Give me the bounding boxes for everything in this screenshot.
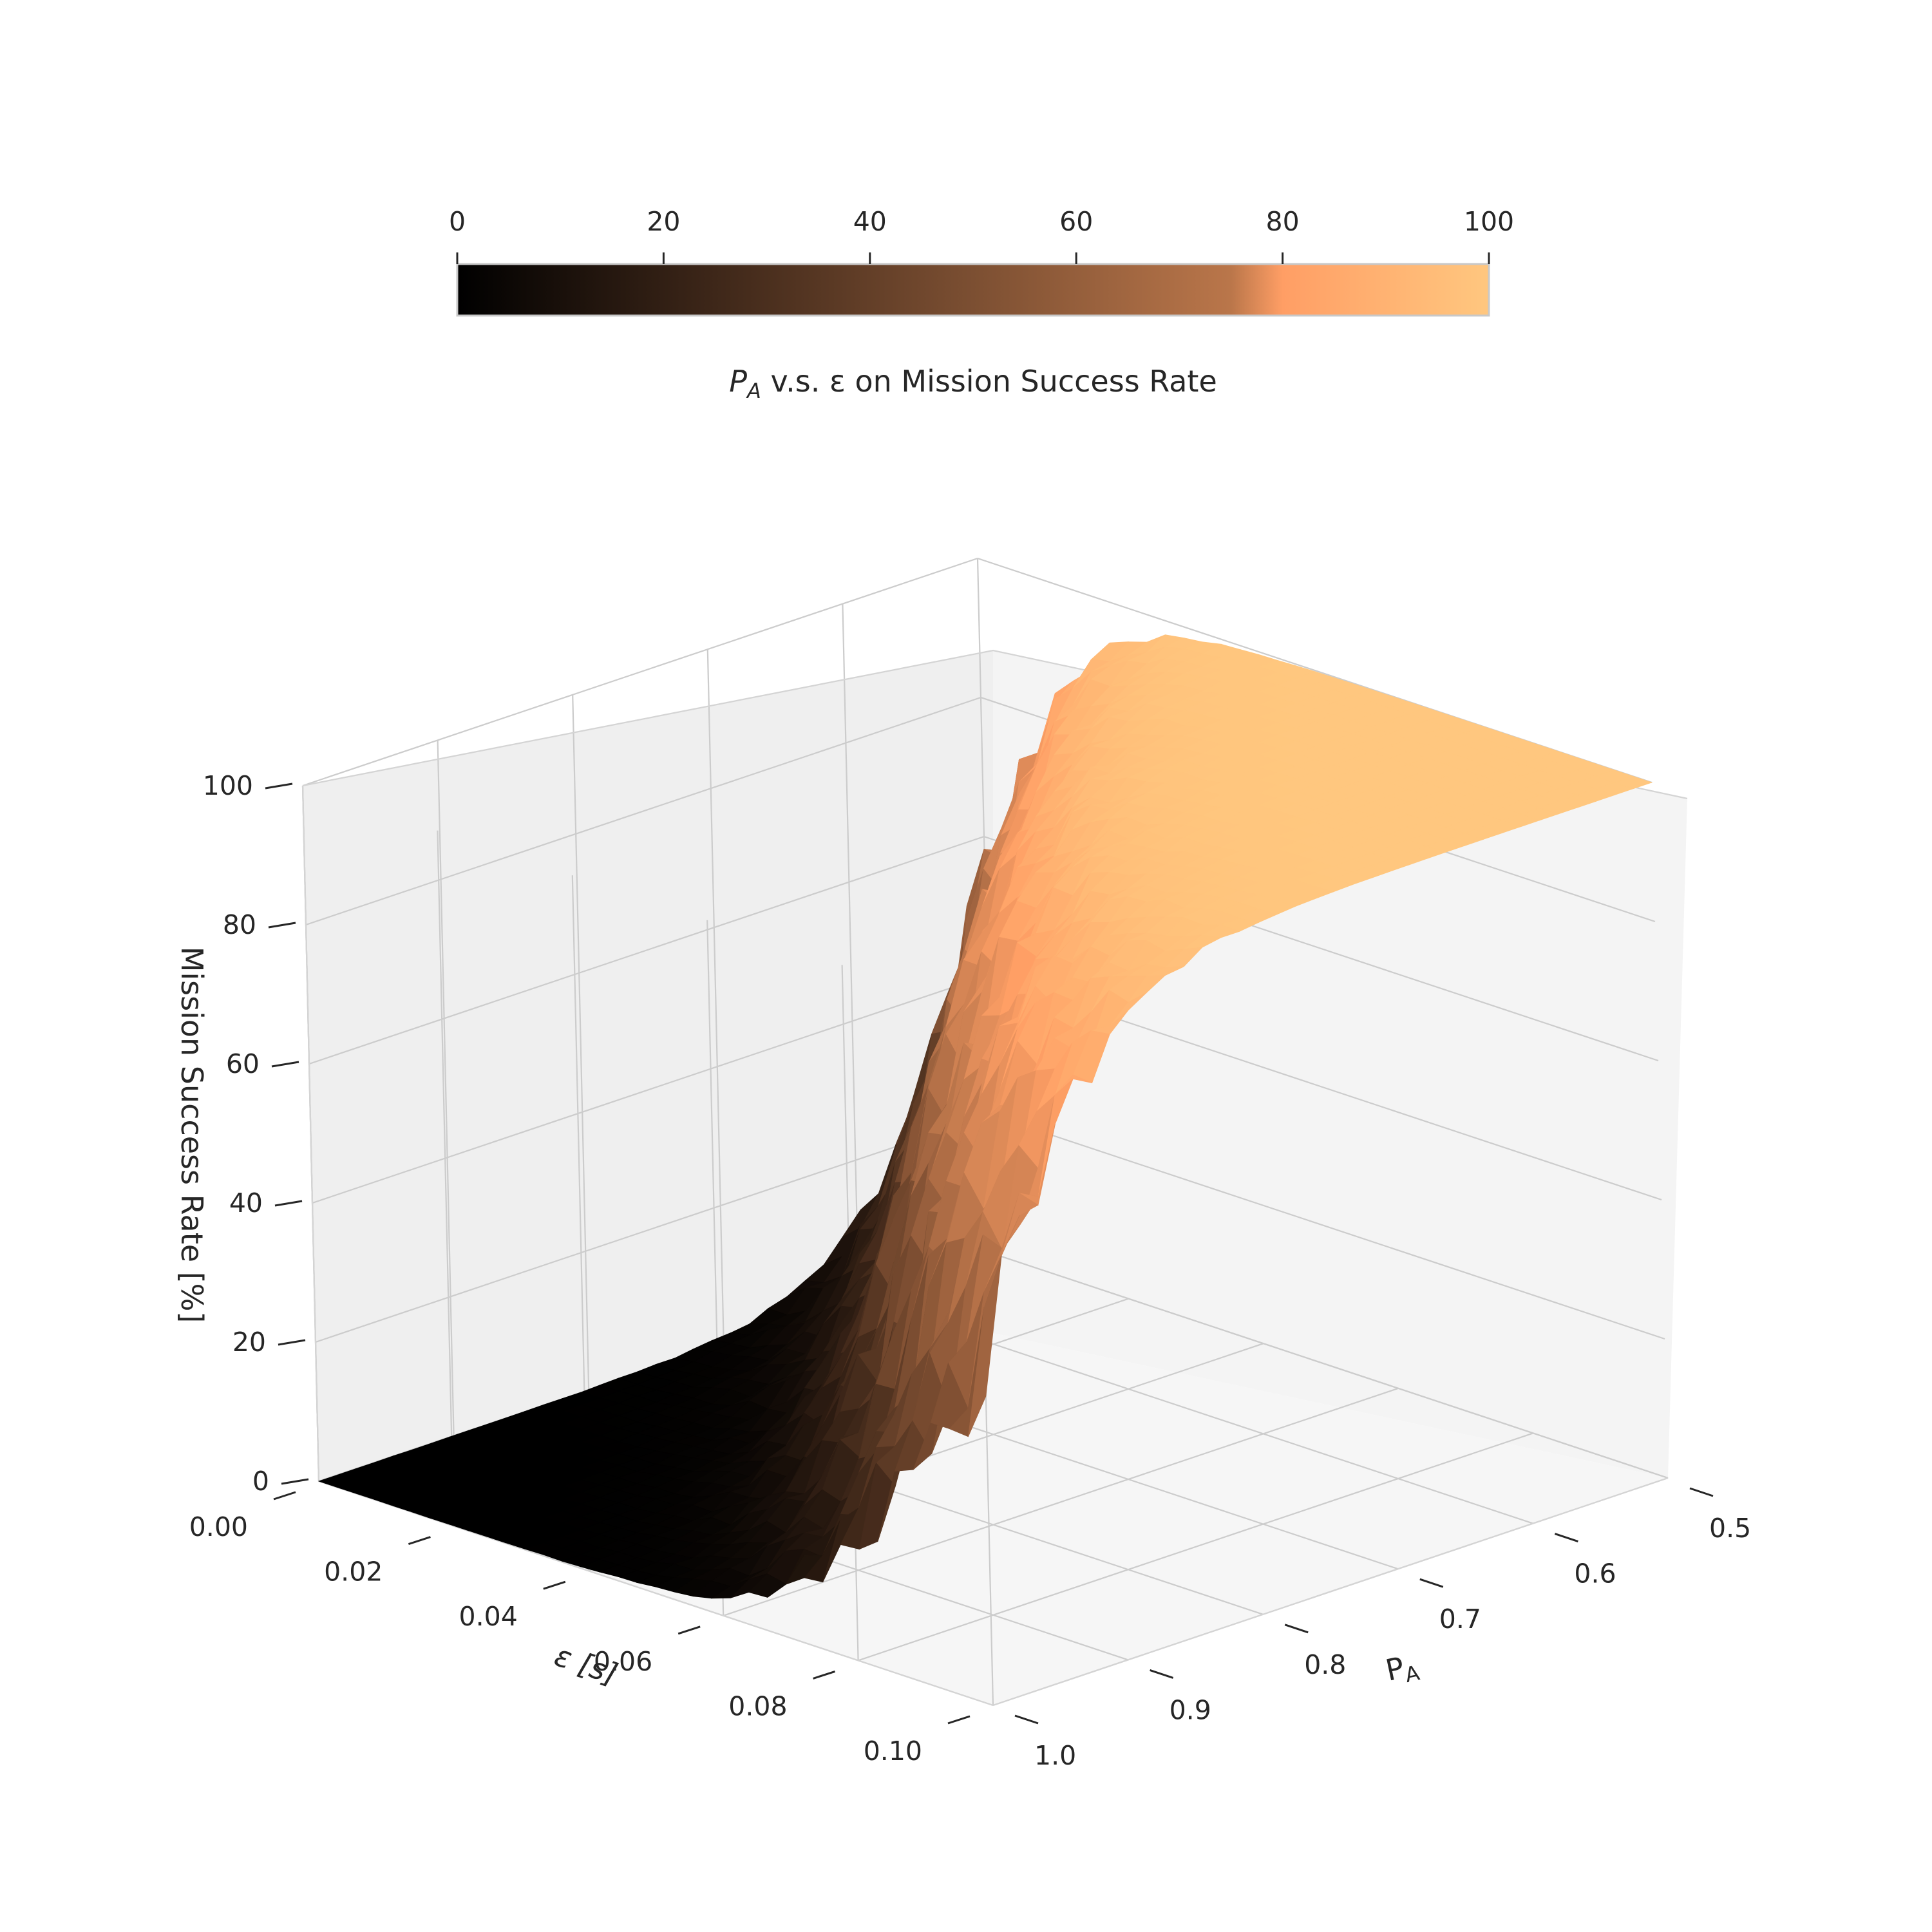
z-tick-label: 40 [229, 1188, 263, 1218]
z-tick [268, 922, 296, 929]
z-tick [278, 1339, 306, 1346]
grid-z-back [315, 1113, 991, 1343]
z-tick [271, 1061, 299, 1068]
y-tick [273, 1491, 296, 1501]
grid-x-vertical [842, 603, 860, 1300]
grid-z-back [308, 835, 985, 1065]
x-tick-label: 1.0 [1034, 1740, 1076, 1771]
x-tick [1554, 1533, 1578, 1543]
x-tick-label: 0.6 [1574, 1558, 1616, 1589]
axes-3d: 0 20 40 60 80 100 0.00 0.02 0.04 0.06 0.08 0.10 0.… [175, 557, 1751, 1771]
grid-x-vertical [706, 649, 724, 1345]
grid-z-back [302, 557, 978, 787]
x-tick [1689, 1487, 1714, 1497]
y-tick-label: 0.02 [324, 1557, 383, 1587]
z-tick [265, 782, 293, 790]
x-tick-label: 0.7 [1439, 1604, 1481, 1634]
y-tick [813, 1670, 836, 1680]
x-tick-label: 0.9 [1170, 1694, 1211, 1725]
grid-x-vertical [437, 740, 455, 1436]
grid-z-back [305, 696, 981, 926]
x-axis-ticks: 0.5 0.6 0.7 0.8 0.9 1.0 [1014, 1487, 1751, 1771]
colorbar: 0 20 40 60 80 100 PA v.s. ε on Mission Succes… [449, 206, 1514, 403]
y-tick-label: 0.08 [728, 1690, 787, 1721]
colorbar-label-subscript: A [746, 379, 761, 403]
surface [317, 634, 1653, 1599]
y-tick-label: 0.04 [459, 1601, 518, 1632]
z-tick-label: 80 [223, 909, 256, 940]
grid-y-vertical [437, 830, 455, 1526]
colorbar-tick-label: 0 [449, 206, 466, 237]
x-axis-title: PA [1383, 1647, 1422, 1691]
y-axis-ticks: 0.00 0.02 0.04 0.06 0.08 0.10 [189, 1491, 971, 1766]
grid-x-vertical [572, 694, 590, 1390]
y-tick-label: 0.10 [864, 1736, 922, 1766]
grid-y-floor [723, 1387, 1399, 1616]
colorbar-label: PA v.s. ε on Mission Success Rate [729, 364, 1217, 403]
grid-z-right [990, 1113, 1665, 1340]
z-axis-title: Mission Success Rate [%] [175, 947, 209, 1323]
x-tick [1014, 1714, 1039, 1725]
y-tick-label: 0.00 [189, 1511, 248, 1542]
colorbar-ticks: 0 20 40 60 80 100 [449, 206, 1514, 264]
y-tick-label: 0.06 [594, 1646, 652, 1677]
colorbar-tick-label: 80 [1266, 206, 1300, 237]
z-axis-line [301, 785, 320, 1482]
grid-x-floor [993, 1253, 1669, 1479]
grid-y-floor [858, 1432, 1533, 1662]
z-tick-label: 60 [226, 1048, 260, 1079]
x-tick [1150, 1669, 1174, 1679]
z-tick-label: 20 [232, 1327, 266, 1358]
colorbar-gradient [456, 263, 1490, 317]
grid-z-back [312, 974, 988, 1204]
colorbar-tick-label: 60 [1059, 206, 1093, 237]
x-tick [1284, 1624, 1309, 1634]
y-tick [543, 1580, 566, 1590]
z-tick [281, 1478, 309, 1485]
colorbar-tick-label: 40 [853, 206, 887, 237]
y-tick [408, 1536, 431, 1546]
y-tick [947, 1715, 971, 1725]
x-tick-label: 0.5 [1709, 1513, 1751, 1544]
surface-patch [968, 1255, 1002, 1437]
z-tick [274, 1200, 303, 1207]
colorbar-tick-label: 100 [1464, 206, 1514, 237]
colorbar-label-symbol: P [729, 364, 747, 399]
z-tick-label: 0 [252, 1466, 269, 1497]
x-tick-label: 0.8 [1304, 1649, 1346, 1680]
colorbar-label-text: v.s. ε on Mission Success Rate [761, 364, 1217, 399]
colorbar-tick-label: 20 [647, 206, 680, 237]
y-tick [677, 1625, 701, 1635]
z-axis-ticks: 0 20 40 60 80 100 [203, 770, 309, 1497]
z-tick-label: 100 [203, 770, 253, 801]
x-axis-line [992, 1477, 1669, 1707]
x-tick [1419, 1578, 1444, 1588]
